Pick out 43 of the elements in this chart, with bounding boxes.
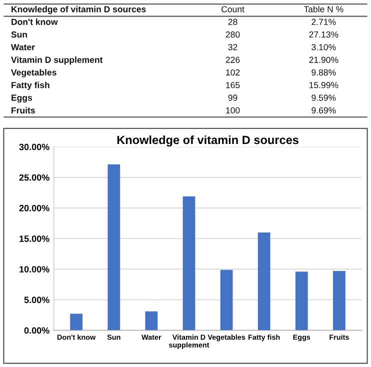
- text: 226: [226, 56, 240, 63]
- text: Sun: [11, 31, 27, 38]
- text: 9.88%: [312, 69, 336, 76]
- bar: [145, 311, 158, 330]
- bar: [108, 164, 120, 330]
- text: 99: [228, 94, 238, 101]
- text: Count: [222, 6, 244, 12]
- text: Eggs: [12, 94, 32, 103]
- text: 28: [228, 18, 238, 25]
- text: 9.59%: [312, 94, 336, 101]
- text: 27.13%: [309, 31, 338, 38]
- chart-title: Knowledge of vitamin D sources: [117, 135, 298, 147]
- bar: [295, 272, 308, 330]
- text: 32: [228, 44, 238, 50]
- text: 15.99%: [309, 82, 338, 88]
- y-tick-label: 15.00%: [20, 236, 50, 242]
- text: Knowledge of vitamin D sources: [12, 6, 146, 14]
- bar: [182, 196, 196, 330]
- text: Don't know: [12, 18, 58, 25]
- text: Fruits: [12, 107, 35, 114]
- text: 280: [226, 31, 240, 38]
- y-tick-label: 30.00%: [19, 144, 50, 150]
- text: 165: [226, 82, 240, 88]
- text: 21.90%: [309, 56, 338, 63]
- y-tick-label: 0.00%: [24, 327, 50, 334]
- text: 9.69%: [312, 107, 336, 114]
- y-tick-label: 5.00%: [24, 296, 50, 304]
- text: Water: [10, 44, 35, 50]
- text: Vegetables: [11, 69, 56, 78]
- text: Vitamin D supplement: [11, 56, 103, 65]
- y-tick-label: 25.00%: [19, 174, 50, 181]
- text: Table N %: [304, 6, 344, 12]
- y-tick-label: 20.00%: [19, 204, 50, 212]
- text: 3.10%: [312, 44, 336, 50]
- y-tick-label: 10.00%: [20, 266, 50, 272]
- bar: [70, 314, 83, 330]
- text: 100: [226, 107, 240, 114]
- bar: [220, 270, 233, 330]
- bar: [258, 232, 270, 330]
- text: 102: [226, 69, 240, 76]
- bar: [332, 271, 346, 330]
- text: 2.71%: [312, 18, 336, 25]
- text: Fatty fish: [12, 82, 50, 90]
